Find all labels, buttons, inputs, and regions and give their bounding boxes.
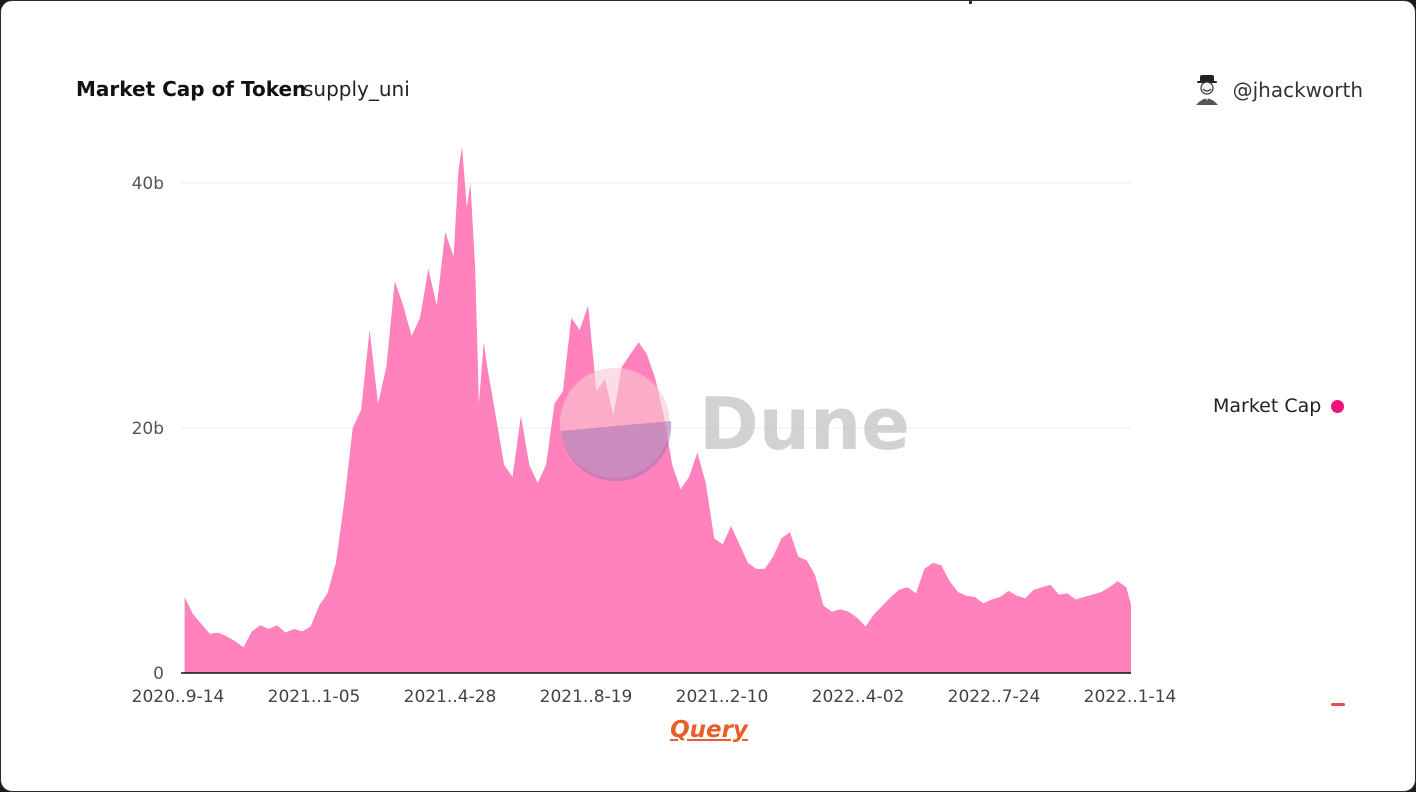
x-tick-label: 2021..4-28 [404, 687, 497, 707]
x-tick-label: 2022..1-14 [1084, 687, 1177, 707]
x-tick-label: 2021..1-05 [268, 687, 361, 707]
query-name: supply_uni [303, 77, 410, 101]
top-edge-mark [969, 1, 972, 4]
x-tick-label: 2021..2-10 [676, 687, 769, 707]
x-tick-label: 2021..8-19 [540, 687, 633, 707]
watermark-logo-slice [561, 421, 672, 482]
y-tick-label: 20b [132, 419, 164, 439]
watermark-text: Dune [699, 382, 910, 466]
legend[interactable]: Market Cap [1213, 395, 1345, 417]
avatar-icon [1195, 75, 1218, 105]
author-badge[interactable]: @jhackworth [1193, 73, 1363, 107]
axes: 0 20b 40b 2020..9-14 2021..1-05 2021..4-28 202… [132, 174, 1177, 707]
y-tick-label: 0 [153, 664, 164, 684]
x-tick-label: 2020..9-14 [132, 687, 225, 707]
y-tick-label: 40b [132, 174, 164, 194]
x-tick-label: 2022..4-02 [812, 687, 905, 707]
chart-title: Market Cap of Token [76, 77, 307, 101]
x-tick-label: 2022..7-24 [948, 687, 1041, 707]
corner-mark [1331, 703, 1345, 706]
author-handle: @jhackworth [1232, 78, 1363, 102]
query-link[interactable]: Query [670, 717, 748, 743]
legend-label: Market Cap [1213, 395, 1322, 417]
legend-dot-icon [1331, 399, 1345, 413]
dune-watermark: Dune [560, 368, 910, 482]
